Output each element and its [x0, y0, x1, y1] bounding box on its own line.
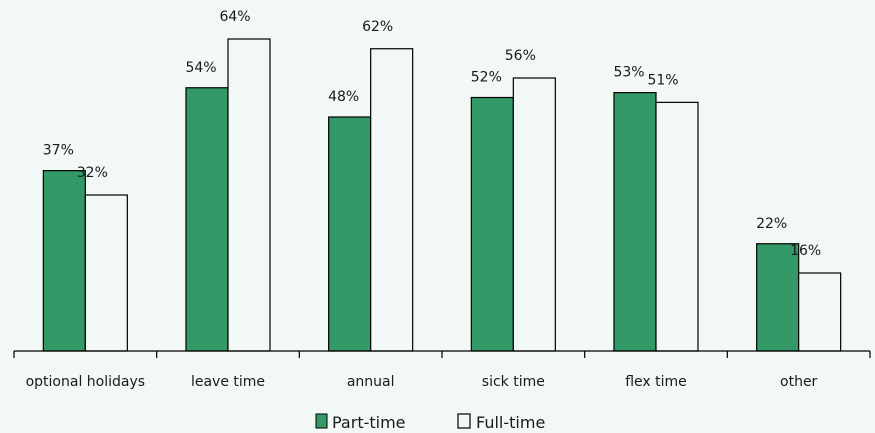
bar-part-time-other	[756, 243, 800, 352]
category-label-flex-time: flex time	[625, 374, 687, 390]
bar-full-time-sick-time	[512, 77, 556, 352]
bar-full-time-optional-holidays	[84, 194, 128, 352]
value-label-full-time-optional-holidays: 32%	[77, 165, 108, 181]
legend-label-full-time: Full-time	[476, 413, 545, 432]
category-label-annual: annual	[347, 374, 395, 390]
bar-part-time-annual	[328, 116, 372, 352]
value-label-part-time-optional-holidays: 37%	[43, 143, 74, 159]
legend-label-part-time: Part-time	[332, 413, 406, 432]
bar-full-time-leave-time	[227, 38, 271, 352]
value-label-part-time-other: 22%	[756, 216, 787, 232]
legend-swatch-full-time	[457, 413, 471, 429]
x-axis-ticks	[13, 351, 871, 358]
bar-full-time-annual	[370, 48, 414, 352]
value-label-part-time-annual: 48%	[328, 89, 359, 105]
legend: Part-time Full-time	[315, 413, 545, 432]
bar-part-time-leave-time	[185, 87, 229, 352]
category-label-optional-holidays: optional holidays	[26, 374, 145, 390]
value-labels-group: 37%32% 54% 64% 48% 62% 52%56% 53% 51% 22%16%	[43, 9, 821, 259]
value-label-full-time-other: 16%	[790, 243, 821, 259]
category-label-sick-time: sick time	[482, 374, 545, 390]
category-labels-group: optional holidays leave time annual sick ti…	[26, 374, 818, 390]
bar-part-time-sick-time	[470, 96, 514, 352]
category-label-other: other	[780, 374, 818, 390]
bars-group	[42, 38, 842, 352]
category-label-leave-time: leave time	[191, 374, 265, 390]
value-label-full-time-annual: 62%	[362, 19, 393, 35]
legend-swatch-part-time	[315, 413, 328, 429]
bar-full-time-other	[798, 272, 842, 352]
value-label-full-time-leave-time: 64%	[219, 9, 250, 25]
value-label-part-time-flex-time: 53%	[613, 65, 644, 81]
bar-part-time-optional-holidays	[42, 170, 86, 352]
value-label-full-time-sick-time: 56%	[505, 48, 536, 64]
value-label-part-time-sick-time: 52%	[471, 70, 502, 86]
value-label-part-time-leave-time: 54%	[185, 60, 216, 76]
value-label-full-time-flex-time: 51%	[647, 72, 678, 88]
bar-full-time-flex-time	[655, 101, 699, 352]
bar-part-time-flex-time	[613, 92, 657, 352]
